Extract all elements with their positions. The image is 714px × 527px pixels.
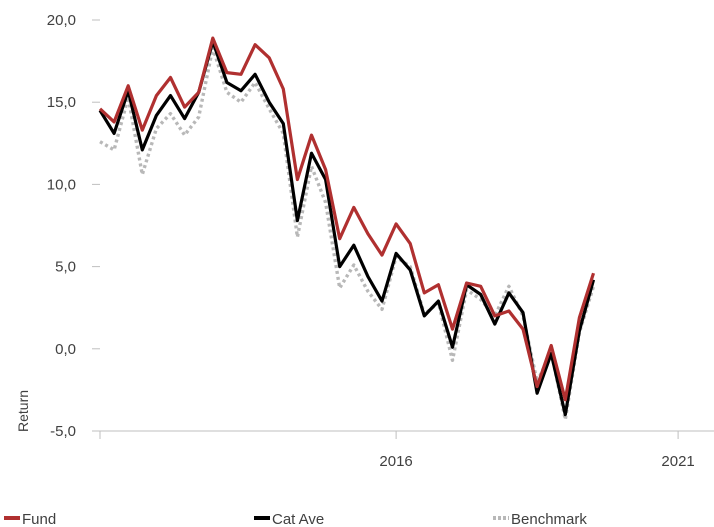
y-tick-label: 15,0 <box>47 94 76 111</box>
x-tick-label: 2021 <box>661 453 694 470</box>
series-layer <box>98 36 596 422</box>
y-tick-label: 10,0 <box>47 176 76 193</box>
x-axis: 2016 2021 <box>99 430 714 470</box>
y-tick-label: 0,0 <box>55 341 76 358</box>
x-tick-label: 2016 <box>379 453 412 470</box>
series-line-fund <box>98 36 596 402</box>
series-line-cat-ave <box>98 39 596 417</box>
y-tick-label: -5,0 <box>50 423 76 440</box>
series-line-benchmark <box>99 46 596 422</box>
y-axis-title: Return <box>15 390 31 432</box>
y-tick-label: 5,0 <box>55 259 76 276</box>
y-tick-label: 20,0 <box>47 12 76 29</box>
y-axis-ticks: -5,0 0,0 5,0 10,0 15,0 20,0 <box>47 12 100 440</box>
legend-label: Benchmark <box>511 511 587 527</box>
legend-label: Fund <box>22 511 56 527</box>
legend: Fund Cat Ave Benchmark <box>4 511 587 527</box>
legend-label: Cat Ave <box>272 511 324 527</box>
